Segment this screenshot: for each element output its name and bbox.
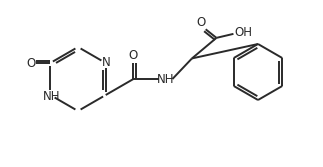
Text: NH: NH	[157, 72, 174, 86]
Text: O: O	[196, 16, 205, 29]
Text: OH: OH	[234, 26, 253, 39]
Text: NH: NH	[43, 90, 60, 103]
Text: O: O	[27, 56, 36, 69]
Text: O: O	[129, 48, 138, 61]
Text: N: N	[102, 55, 111, 68]
